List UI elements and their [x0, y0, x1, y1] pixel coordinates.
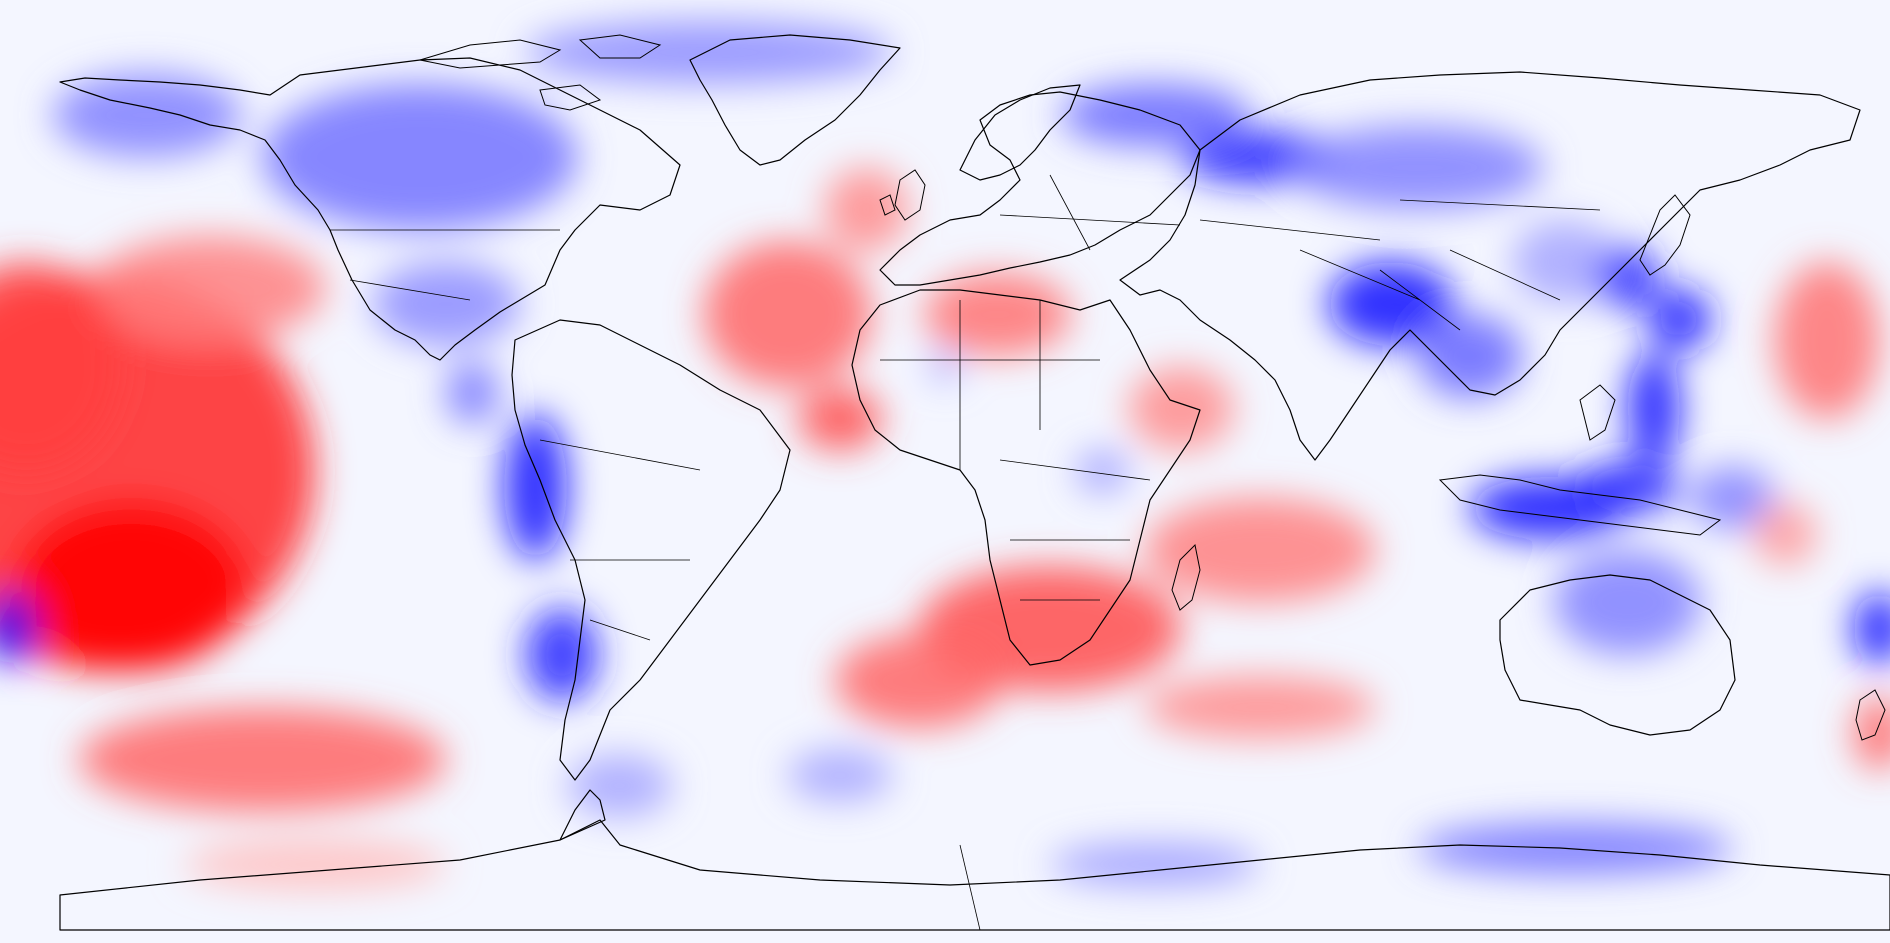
- anomaly-blob-27: [1328, 261, 1455, 346]
- coastline-australia: [1499, 574, 1736, 736]
- anomaly-blob-21: [1128, 366, 1234, 451]
- anomaly-blob-28: [1417, 314, 1523, 399]
- coastline-europe: [879, 91, 1201, 286]
- coastline-madagascar: [1171, 543, 1201, 611]
- anomaly-blob-19: [834, 633, 1003, 729]
- border-lines-africa: [880, 300, 1151, 601]
- coastline-new-zealand: [1855, 689, 1886, 741]
- anomaly-blob-4: [94, 235, 326, 341]
- coastline-japan: [1639, 194, 1691, 276]
- anomaly-blob-14: [798, 387, 882, 451]
- coastline-indonesia: [1438, 384, 1722, 536]
- anomaly-blob-22: [1144, 675, 1376, 739]
- coastline-layer: [59, 34, 1890, 931]
- anomaly-blob-5: [262, 83, 578, 231]
- anomaly-blob-29: [1512, 220, 1617, 304]
- anomaly-blob-9: [504, 413, 567, 561]
- anomaly-blob-23: [1076, 450, 1129, 493]
- anomaly-blob-7: [52, 73, 242, 158]
- anomaly-blob-12: [567, 754, 672, 818]
- anomaly-blob-43: [1050, 843, 1260, 886]
- anomaly-blob-16: [924, 272, 1071, 357]
- border-line-antarctica-sector: [959, 844, 981, 931]
- anomaly-blob-1: [15, 502, 247, 671]
- anomaly-blob-35: [1554, 550, 1701, 655]
- anomaly-blob-39: [1853, 592, 1890, 666]
- anomaly-blob-38: [1753, 502, 1817, 566]
- coastline-antarctica: [59, 819, 1890, 931]
- anomaly-blob-37: [1774, 261, 1880, 420]
- anomaly-blob-45: [183, 838, 447, 891]
- anomaly-blob-40: [0, 592, 37, 666]
- coastline-south-america: [511, 319, 791, 781]
- border-lines-americas: [330, 229, 701, 641]
- anomaly-blob-17: [929, 351, 961, 383]
- anomaly-blob-34: [1575, 461, 1680, 514]
- coastline-scandinavia: [959, 84, 1081, 181]
- anomaly-blob-26: [1291, 125, 1544, 210]
- border-lines-eurasia: [999, 174, 1601, 331]
- anomaly-blob-15: [824, 167, 909, 252]
- anomaly-blob-13: [703, 240, 872, 388]
- anomaly-blob-10: [525, 607, 599, 703]
- anomaly-blob-3: [78, 707, 447, 813]
- coastline-greenland: [689, 34, 901, 166]
- anomaly-blob-32: [1627, 351, 1680, 467]
- anomaly-blob-11: [446, 361, 499, 425]
- anomaly-blob-36: [1690, 466, 1775, 530]
- coastline-antarctic-peninsula: [559, 789, 606, 841]
- anomaly-blob-41: [1853, 696, 1890, 771]
- anomaly-field-layer: [0, 20, 1890, 891]
- anomaly-blob-31: [1648, 288, 1712, 352]
- anomaly-blob-6: [372, 261, 520, 346]
- anomaly-blob-2: [0, 261, 121, 472]
- coastline-north-america: [59, 57, 681, 361]
- country-borders-layer: [330, 174, 1601, 931]
- coastline-british-isles: [879, 169, 926, 221]
- coastline-asia: [1119, 71, 1861, 461]
- anomaly-blob-30: [1596, 246, 1659, 310]
- coastline-arctic-islands: [419, 34, 662, 111]
- anomaly-blob-44: [787, 749, 893, 802]
- anomaly-blob-8: [525, 20, 893, 84]
- anomaly-blob-20: [1144, 497, 1376, 603]
- coastline-africa: [851, 289, 1201, 666]
